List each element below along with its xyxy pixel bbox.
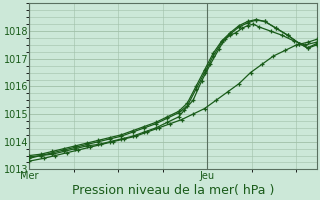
X-axis label: Pression niveau de la mer( hPa ): Pression niveau de la mer( hPa ): [72, 184, 274, 197]
